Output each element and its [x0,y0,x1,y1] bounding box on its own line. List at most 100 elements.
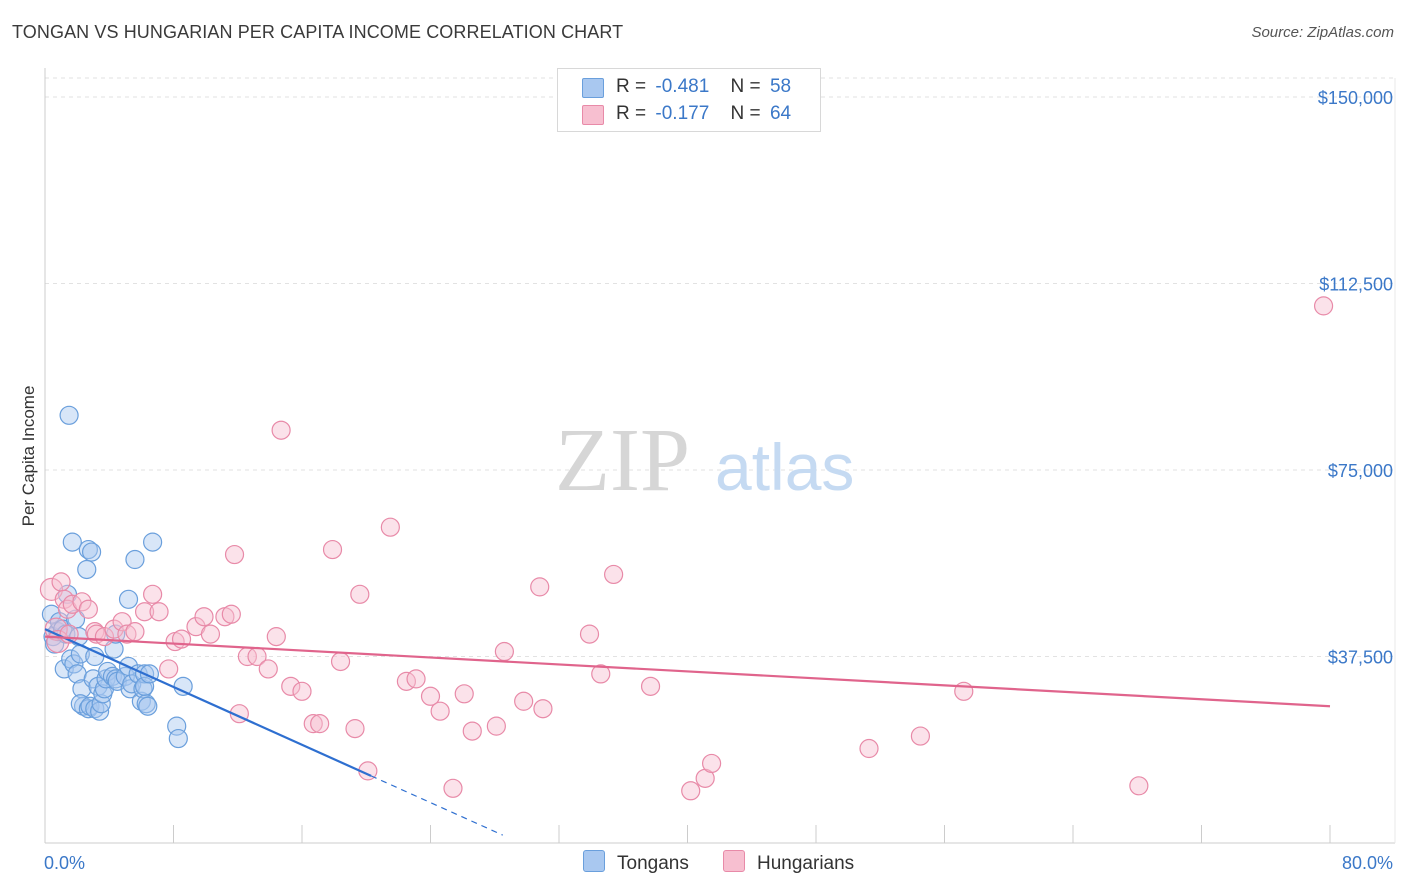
legend-swatch-tongans [582,78,604,98]
hungarian-point [159,659,179,679]
hungarian-point [149,602,169,622]
tongan-point [134,676,155,696]
y-axis-title: Per Capita Income [19,386,38,527]
trend-lines [44,628,1331,836]
hungarian-point [281,676,301,696]
stats-legend: R = -0.481 N = 58 R = -0.177 N = 64 [557,68,821,132]
hungarian-point [859,738,879,759]
hungarian-point [514,691,534,711]
hungarian-point [443,778,463,798]
hungarian-point [681,781,701,801]
hungarian-point [406,669,426,689]
hungarian-point [194,607,214,627]
hungarian-point [72,592,92,612]
bottom-legend-tongans: Tongans [583,850,689,875]
tongan-trend-line [44,628,372,777]
bottom-swatch-tongans [583,850,605,872]
hungarian-point [486,716,506,736]
hungarian-point [322,539,343,560]
tongan-trend-extension [370,775,504,836]
hungarian-point [117,624,137,644]
hungarian-point [910,726,931,746]
bottom-legend-label-tongans: Tongans [617,853,689,874]
tongan-point [173,676,193,696]
bottom-legend-hungarians: Hungarians [723,850,854,875]
bottom-swatch-hungarians [723,850,745,872]
y-tick-label: $37,500 [1328,648,1393,668]
legend-n-value-tongans: 58 [769,76,792,97]
legend-n-value-hungarians: 64 [769,103,792,124]
hungarian-point [494,641,514,662]
axes [44,68,1396,844]
hungarian-point [701,753,722,774]
watermark-atlas: atlas [715,430,854,504]
tongan-point [54,659,74,679]
y-tick-label: $150,000 [1318,88,1393,108]
watermark: ZIP atlas [555,411,854,510]
hungarian-point [258,659,278,679]
hungarian-point [104,619,124,639]
tick-labels: $37,500 $75,000 $112,500 $150,000 0.0% 80.0% [44,88,1393,873]
y-tick-label: $112,500 [1319,275,1393,295]
hungarian-point [430,701,450,721]
hungarians-points [39,296,1334,801]
tongan-point [62,532,82,552]
legend-r-label: R = [616,76,647,97]
hungarian-point [420,686,441,706]
hungarian-point [292,681,312,701]
x-tick-label-min: 0.0% [44,853,85,873]
tongan-point [81,542,102,562]
hungarian-point [221,604,241,624]
hungarian-point [579,624,600,644]
legend-r-value-tongans: -0.481 [655,76,710,97]
tongan-point [143,532,163,552]
gridlines [45,77,1395,657]
hungarian-point [330,651,351,672]
hungarian-point [530,577,550,597]
hungarian-point [125,622,145,642]
tongan-point [59,405,79,425]
hungarian-point [1313,296,1334,316]
x-tick-label-max: 80.0% [1342,853,1393,873]
tongan-point [91,694,111,714]
hungarian-point [640,676,661,696]
hungarian-point [462,721,482,741]
legend-n-label: N = [730,76,761,97]
hungarian-point [604,564,624,585]
legend-r-value-hungarians: -0.177 [655,103,710,124]
hungarian-point [303,714,323,734]
hungarian-point [134,602,155,622]
legend-n-label: N = [730,103,761,124]
hungarian-point [266,627,286,647]
tongan-point [78,539,98,560]
hungarian-point [51,572,71,592]
hungarian-point [271,420,291,440]
y-tick-label: $75,000 [1328,461,1393,481]
legend-swatch-hungarians [582,105,604,125]
hungarian-point [345,719,365,739]
watermark-zip: ZIP [555,411,690,510]
hungarian-point [143,584,163,604]
tongan-point [77,559,97,580]
legend-r-label: R = [616,103,647,124]
hungarian-point [380,517,400,537]
hungarian-point [112,612,132,632]
tongan-point [138,696,158,716]
bottom-legend-label-hungarians: Hungarians [757,853,855,874]
hungarian-point [591,664,611,684]
hungarian-point [350,584,370,604]
tongan-point [118,589,139,609]
hungarian-trend-line [44,635,1331,708]
chart-title: TONGAN VS HUNGARIAN PER CAPITA INCOME CO… [12,22,624,42]
hungarian-point [224,544,245,565]
tongan-point [168,728,188,749]
tongan-point [125,549,145,570]
hungarian-point [310,714,330,734]
hungarian-point [1129,776,1149,796]
hungarian-point [454,684,474,704]
hungarian-point [200,624,221,644]
hungarian-point [78,599,98,619]
hungarian-point [533,699,553,719]
source-credit: Source: ZipAtlas.com [1251,24,1394,41]
